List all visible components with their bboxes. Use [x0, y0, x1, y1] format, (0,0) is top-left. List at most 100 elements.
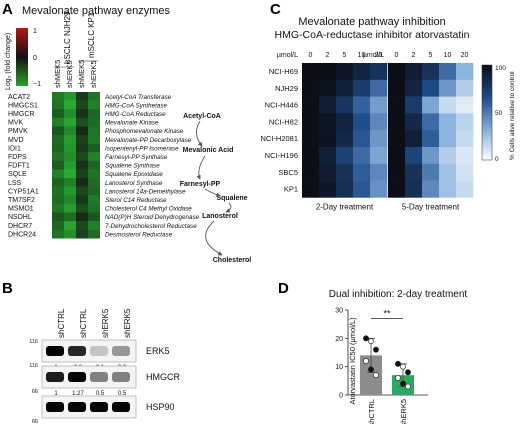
panel-c-dose-tick: 20	[461, 52, 469, 59]
panel-c-heat-cell	[405, 163, 423, 181]
panel-c-heat-cell	[422, 113, 440, 131]
panel-c-cb-tick-mid: 50	[495, 110, 503, 117]
panel-b-band	[46, 402, 64, 412]
panel-a-heat-cell	[52, 109, 64, 119]
panel-c-heat-cell	[370, 130, 388, 148]
panel-a-group-label: hSCLC NJH29	[63, 11, 72, 64]
panel-c-heatmaps: µmol/L 0 2 5 10 20NCI-H69NJH29NCI-H446NCI-H82…	[260, 52, 474, 211]
panel-a-gene-label: NSDHL	[8, 214, 32, 221]
panel-a-colorbar	[16, 28, 28, 86]
panel-b-marker: 116	[29, 363, 38, 369]
panel-c-heat-cell	[405, 79, 423, 97]
panel-d-point	[400, 363, 406, 370]
panel-c-heat-cell	[353, 180, 371, 198]
panel-c-heat-cell	[439, 96, 457, 114]
panel-c-heat-cell	[388, 180, 406, 198]
panel-b-quant: 0.5	[118, 391, 127, 397]
panel-a-enzyme-label: Isopentenyl-PP Isomerase	[105, 145, 179, 152]
panel-d-point	[400, 380, 406, 387]
panel-b-band	[68, 372, 86, 382]
panel-c-heat-cell	[388, 79, 406, 97]
panel-a-gene-label: IDI1	[8, 145, 21, 152]
panel-c-heat-cell	[388, 147, 406, 165]
panel-d-chart: 0 10 20 30 shCTRL shERK5 **	[335, 308, 428, 424]
panel-a-col-label: shERK5	[89, 60, 98, 88]
panel-a-heat-cell	[88, 126, 100, 136]
panel-c-colorbar	[481, 64, 493, 161]
panel-a-enzyme-label: Phosphomevalonate Kinase	[105, 128, 184, 135]
panel-a-enzyme-label: Mevalonate-PP Decarboxylase	[105, 137, 192, 144]
panel-d-title: Dual inhibition: 2-day treatment	[329, 289, 468, 300]
panel-c-heat-cell	[370, 96, 388, 114]
panel-c-heat-cell	[319, 147, 337, 165]
panel-a-heat-cell	[88, 203, 100, 213]
panel-a-heat-cell	[76, 169, 88, 179]
panel-d-ytick-label: 10	[335, 364, 343, 371]
panel-a-heat-cell	[52, 229, 64, 239]
panel-c-heat-cell	[456, 147, 474, 165]
panel-c-cell-line: NCI-H2081	[260, 134, 298, 143]
panel-a-heat-cell	[64, 186, 76, 196]
panel-c-heat-cell	[336, 147, 354, 165]
panel-c-heat-cell	[439, 163, 457, 181]
panel-c-dose-tick: 2	[412, 52, 416, 59]
panel-a-heat-cell	[52, 178, 64, 187]
panel-a-group-labels: hSCLC NJH29 mSCLC KP1	[54, 11, 98, 68]
panel-d-significance: **	[383, 309, 391, 319]
panel-a-heat-cell	[64, 100, 76, 110]
panel-a-pathway-arrow	[205, 220, 223, 256]
panel-a-heat-cell	[52, 92, 64, 101]
panel-a-enzyme-label: Lanosterol Synthase	[105, 180, 163, 187]
panel-b-blot-name: HSP90	[146, 402, 175, 412]
panel-d-point	[368, 338, 374, 345]
panel-c-dose-tick: 20	[375, 52, 383, 59]
panel-a-heat-cell	[76, 186, 88, 196]
panel-c-heat-cell	[302, 147, 320, 165]
panel-c-heat-cell	[405, 63, 423, 81]
panel-a-col-label: shMEK5	[53, 60, 62, 88]
panel-c-title-2: HMG-CoA-reductase inhibitor atorvastatin	[275, 29, 470, 41]
panel-a-letter: A	[2, 1, 13, 18]
panel-c-heat-cell	[456, 113, 474, 131]
panel-d-point	[363, 358, 369, 364]
panel-a-heat-cell	[64, 109, 76, 119]
panel-c-heat-cell	[370, 113, 388, 131]
panel-a-heat-cell	[64, 135, 76, 144]
panel-a-pathway-diagram: Acetyl-CoA Mevalonic Acid Farnesyl-PP Squal…	[180, 113, 252, 264]
panel-a-gene-label: HMGCR	[8, 111, 34, 118]
panel-c-dose-unit: µmol/L	[277, 52, 298, 59]
panel-a-enzyme-label: HMG-CoA Synthetase	[105, 102, 168, 109]
panel-c-heat-cell	[336, 63, 354, 81]
panel-a-gene-label: MVD	[8, 137, 24, 144]
panel-a-gene-label: DHCR24	[8, 231, 36, 238]
panel-a-title: Mevalonate pathway enzymes	[22, 5, 170, 17]
panel-c-heat-cell	[353, 113, 371, 131]
panel-c-duration-label: 2-Day treatment	[316, 202, 374, 211]
panel-a-gene-label: FDFT1	[8, 163, 30, 170]
panel-a-heat-cell	[52, 195, 64, 205]
panel-d-point	[405, 369, 411, 376]
panel-c-heat-cell	[439, 147, 457, 165]
panel-a-heat-cell	[76, 92, 88, 101]
panel-a-heat-cell	[76, 212, 88, 222]
panel-a-heat-cell	[76, 195, 88, 205]
panel-d-point	[395, 360, 401, 367]
panel-c-heat-cell	[456, 96, 474, 114]
panel-c-heat-cell	[302, 163, 320, 181]
panel-a-heat-cell	[76, 135, 88, 144]
panel-a-heat-cell	[52, 186, 64, 196]
panel-a-gene-label: DHCR7	[8, 223, 32, 230]
panel-c-heat-cell	[336, 180, 354, 198]
panel-b-lane-label: shCTRL	[57, 308, 66, 338]
panel-b-lane-label: shERK5	[101, 308, 110, 338]
panel-a-pathway-node: Squalene	[216, 195, 247, 202]
panel-c-cell-line: NCI-H82	[269, 117, 298, 126]
panel-a-heat-cell	[52, 100, 64, 110]
panel-a-cb-tick-mid: 0	[33, 55, 37, 62]
panel-c-heat-cell	[388, 163, 406, 181]
panel-b-band	[112, 402, 130, 412]
panel-b-band	[68, 402, 86, 412]
panel-a-heat-cell	[64, 178, 76, 187]
panel-c-heat-cell	[319, 79, 337, 97]
panel-a-column-labels: shMEK5 shERK5 shMEK5 shERK5	[53, 60, 98, 88]
